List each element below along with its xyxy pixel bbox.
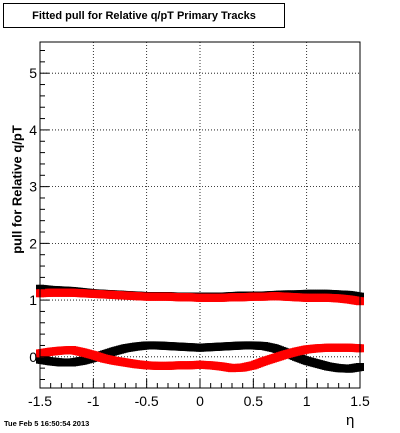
x-axis-label: η <box>346 412 355 429</box>
y-tick-label: 3 <box>29 179 37 195</box>
x-tick-label: -0.5 <box>135 393 159 409</box>
timestamp: Tue Feb 5 16:50:54 2013 <box>4 419 90 428</box>
y-tick-label: 5 <box>29 65 37 81</box>
series-3 <box>36 343 364 373</box>
x-tick-label: 1.5 <box>350 393 370 409</box>
x-axis-ticks: -1.5 -1 -0.5 0 0.5 1 1.5 <box>28 379 370 409</box>
y-axis-label: pull for Relative q/pT <box>9 125 25 254</box>
x-tick-label: 0.5 <box>244 393 264 409</box>
series-1 <box>36 288 364 306</box>
chart-title: Fitted pull for Relative q/pT Primary Tr… <box>3 3 285 28</box>
y-tick-label: 2 <box>29 235 37 251</box>
y-tick-label: 0 <box>29 349 37 365</box>
grid-lines <box>40 42 360 388</box>
data-series <box>36 284 364 373</box>
x-tick-label: -1.5 <box>28 393 52 409</box>
x-tick-label: 1 <box>303 393 311 409</box>
x-tick-label: -1 <box>87 393 100 409</box>
y-tick-label: 1 <box>29 292 37 308</box>
y-axis-ticks: 0 1 2 3 4 5 <box>29 50 49 380</box>
x-tick-label: 0 <box>196 393 204 409</box>
y-tick-label: 4 <box>29 122 37 138</box>
